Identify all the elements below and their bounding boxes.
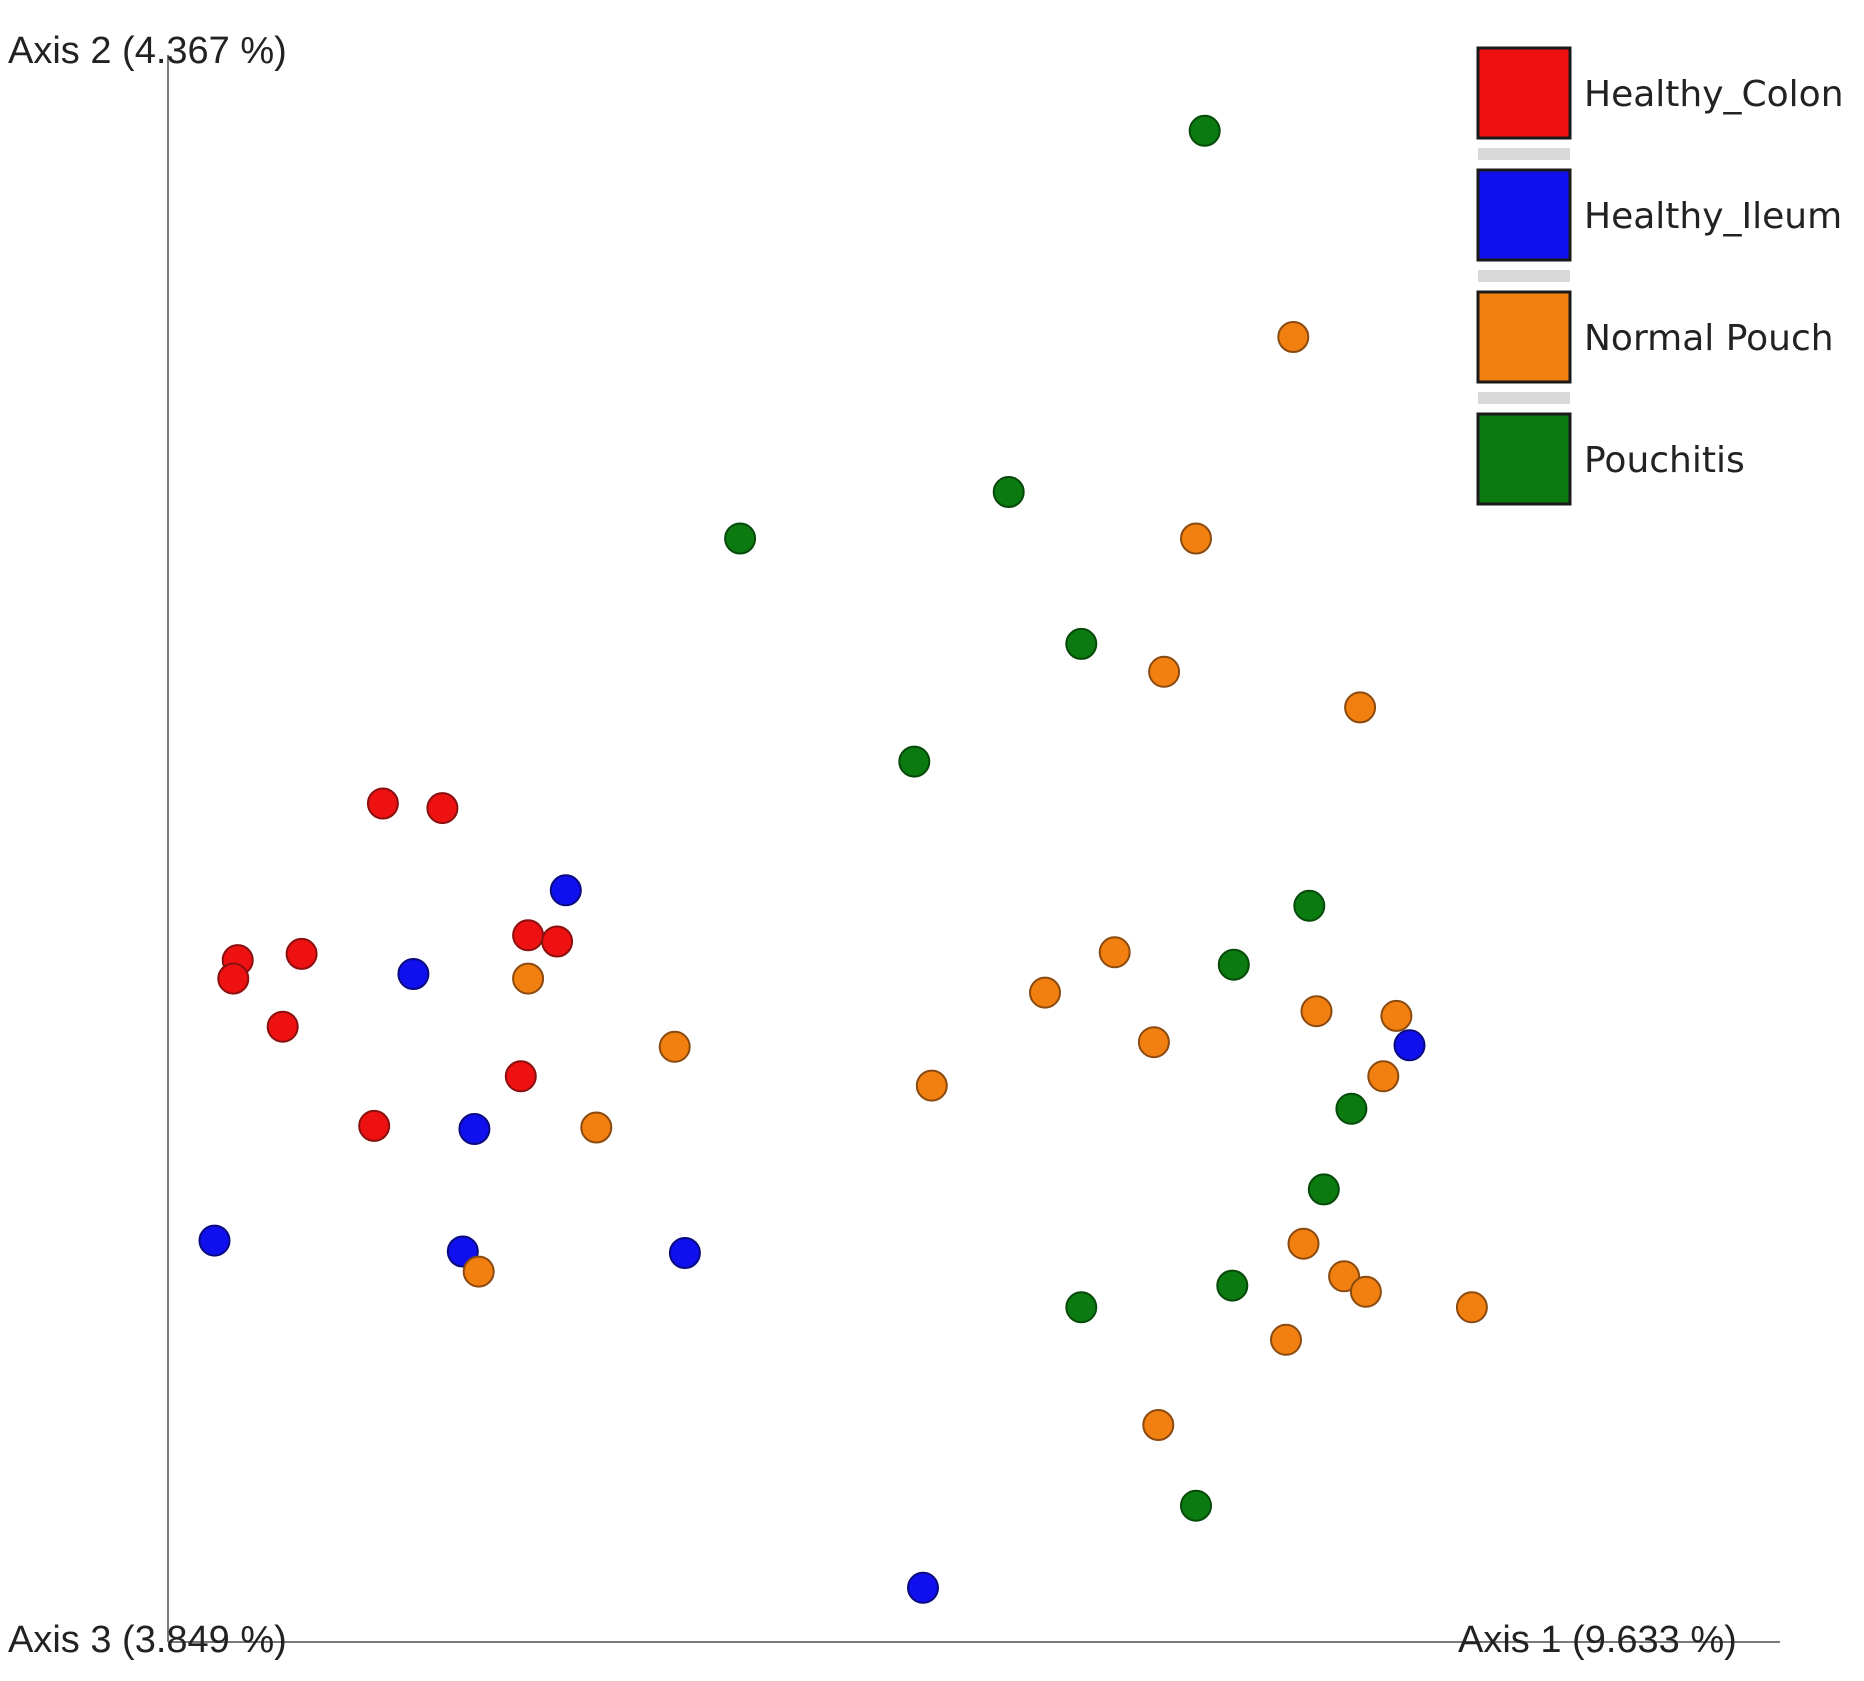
legend-swatch-normal-pouch [1476, 290, 1572, 384]
point-normal-pouch-1 [1277, 321, 1310, 353]
legend: Healthy_Colon Healthy_Ileum Normal Pouch Po… [1476, 46, 1844, 506]
point-pouchitis-1 [1188, 114, 1221, 147]
point-pouchitis-12 [1180, 1489, 1212, 1522]
point-normal-pouch-14 [1367, 1060, 1400, 1093]
point-normal-pouch-21 [462, 1255, 495, 1288]
point-normal-pouch-19 [1270, 1323, 1302, 1356]
point-normal-pouch-2 [1180, 522, 1212, 555]
point-healthy-colon-7 [541, 925, 574, 958]
point-healthy-ileum-6 [668, 1237, 701, 1269]
legend-label-pouchitis: Pouchitis [1584, 440, 1745, 481]
point-healthy-colon-8 [266, 1010, 299, 1043]
point-healthy-ileum-3 [458, 1113, 491, 1145]
point-pouchitis-3 [724, 522, 757, 555]
point-healthy-ileum-1 [549, 874, 582, 907]
point-normal-pouch-4 [1344, 691, 1377, 724]
point-pouchitis-4 [1065, 627, 1098, 660]
point-healthy-colon-6 [512, 919, 545, 952]
point-normal-pouch-7 [580, 1111, 613, 1144]
point-healthy-colon-10 [358, 1109, 391, 1142]
point-healthy-ileum-7 [907, 1571, 939, 1604]
legend-label-healthy-ileum: Healthy_Ileum [1584, 196, 1842, 237]
axis1-label: Axis 1 (9.633 %) [1458, 1619, 1737, 1661]
legend-separator [1478, 392, 1570, 404]
point-pouchitis-6 [1293, 889, 1326, 922]
legend-separator [1478, 148, 1570, 160]
point-normal-pouch-13 [1380, 999, 1413, 1032]
point-normal-pouch-15 [1287, 1227, 1320, 1260]
point-healthy-colon-4 [217, 962, 250, 995]
point-healthy-ileum-8 [1393, 1029, 1426, 1062]
point-pouchitis-8 [1335, 1092, 1368, 1125]
legend-swatch-healthy-ileum [1476, 168, 1572, 262]
axis2-label: Axis 2 (4.367 %) [8, 30, 287, 72]
point-normal-pouch-3 [1148, 655, 1181, 688]
legend-swatch-healthy-colon [1476, 46, 1572, 140]
point-normal-pouch-18 [1455, 1291, 1488, 1324]
point-pouchitis-7 [1217, 948, 1250, 981]
point-pouchitis-9 [1307, 1173, 1340, 1206]
legend-label-healthy-colon: Healthy_Colon [1584, 74, 1844, 115]
point-normal-pouch-11 [1137, 1026, 1170, 1059]
point-normal-pouch-8 [915, 1069, 948, 1102]
point-normal-pouch-12 [1300, 995, 1333, 1028]
point-healthy-colon-1 [366, 787, 399, 820]
point-normal-pouch-16 [1328, 1260, 1361, 1293]
point-normal-pouch-6 [658, 1030, 691, 1063]
point-normal-pouch-9 [1029, 976, 1061, 1009]
point-normal-pouch-10 [1098, 936, 1131, 969]
legend-separator [1478, 270, 1570, 282]
legend-swatch-pouchitis [1476, 412, 1572, 506]
point-pouchitis-10 [1216, 1269, 1249, 1302]
point-healthy-ileum-4 [198, 1224, 231, 1257]
point-normal-pouch-5 [512, 962, 545, 995]
point-pouchitis-2 [992, 476, 1025, 508]
point-pouchitis-11 [1065, 1291, 1098, 1324]
data-points [198, 114, 1488, 1604]
point-normal-pouch-20 [1142, 1409, 1175, 1441]
point-healthy-ileum-2 [397, 958, 430, 990]
point-normal-pouch-17 [1349, 1275, 1382, 1308]
point-healthy-colon-9 [504, 1060, 537, 1093]
point-healthy-colon-2 [426, 792, 459, 825]
axis3-label: Axis 3 (3.849 %) [8, 1619, 287, 1661]
point-pouchitis-5 [898, 745, 931, 778]
point-healthy-colon-5 [285, 937, 318, 970]
legend-label-normal-pouch: Normal Pouch [1584, 318, 1834, 359]
